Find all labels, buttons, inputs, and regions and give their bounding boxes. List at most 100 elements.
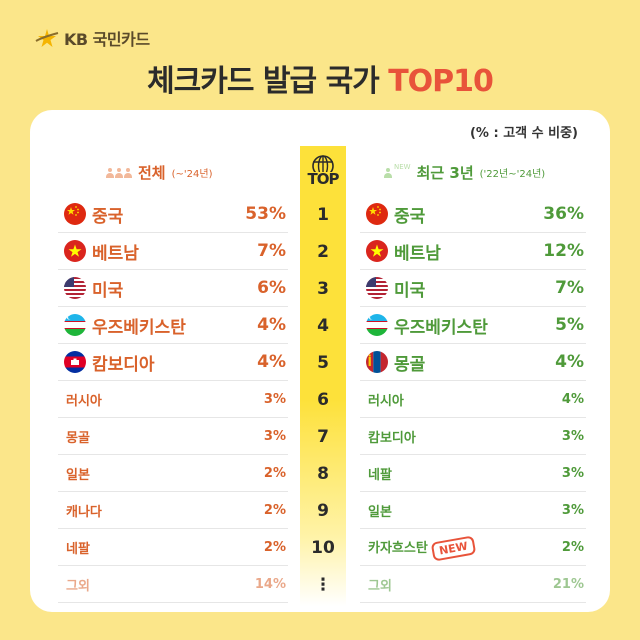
- left-list-item: 우즈베키스탄 4%: [58, 307, 288, 344]
- country-name-text: 네팔: [368, 467, 392, 483]
- country-name: 일본: [360, 501, 562, 520]
- table-row: 러시아 3% 6 러시아 4%: [30, 381, 610, 418]
- country-name: 몽골: [58, 427, 264, 446]
- country-name-text: 러시아: [66, 393, 102, 409]
- country-name: 그외: [360, 575, 553, 594]
- left-list-item: 베트남 7%: [58, 233, 288, 270]
- table-row: 그외 14% ⋮ 그외 21%: [30, 566, 610, 603]
- country-name: 카자흐스탄 NEW: [360, 534, 562, 562]
- right-list-item: 베트남 12%: [360, 233, 586, 270]
- top-label: TOP: [307, 170, 340, 188]
- right-list-item: 캄보디아 3%: [360, 418, 586, 455]
- kb-star-icon: [35, 29, 59, 47]
- people-icon: [106, 167, 132, 178]
- header-total-title: 전체: [138, 164, 166, 182]
- table-row: 네팔 2% 10 카자흐스탄 NEW 2%: [30, 529, 610, 566]
- new-superscript: NEW: [394, 162, 411, 171]
- table-row: 미국 6% 3 미국 7%: [30, 270, 610, 307]
- share-percent: 4%: [257, 315, 286, 335]
- share-percent: 5%: [555, 315, 584, 335]
- share-percent: 3%: [263, 428, 286, 444]
- header-recent-sub: ('22년~'24년): [479, 169, 546, 180]
- country-name: 베트남: [394, 239, 543, 264]
- usa-flag-icon: [366, 277, 388, 299]
- globe-icon: [312, 155, 334, 172]
- brand-name: KB 국민카드: [64, 30, 150, 49]
- country-name: 네팔: [58, 538, 264, 557]
- country-name-text: 우즈베키스탄: [92, 317, 186, 338]
- share-percent: 7%: [555, 278, 584, 298]
- country-name-text: 캄보디아: [368, 430, 416, 446]
- share-percent: 4%: [555, 352, 584, 372]
- table-row: 몽골 3% 7 캄보디아 3%: [30, 418, 610, 455]
- country-name-text: 카자흐스탄: [368, 540, 428, 556]
- unit-note: (% : 고객 수 비중): [469, 126, 578, 141]
- country-name-text: 몽골: [394, 354, 426, 375]
- country-name: 캄보디아: [360, 427, 562, 446]
- country-name: 중국: [394, 202, 543, 227]
- table-row: 베트남 7% 2 베트남 12%: [30, 233, 610, 270]
- country-name: 러시아: [360, 390, 562, 409]
- page-title: 체크카드 발급 국가 TOP10: [0, 56, 640, 100]
- share-percent: 3%: [561, 428, 584, 444]
- uzbekistan-flag-icon: [366, 314, 388, 336]
- left-list-item: 그외 14%: [58, 566, 288, 603]
- share-percent: 3%: [561, 502, 584, 518]
- header-total: 전체 (~'24년): [106, 162, 212, 183]
- country-name-text: 캐나다: [66, 504, 102, 520]
- share-percent: 2%: [263, 465, 286, 481]
- left-list-item: 캄보디아 4%: [58, 344, 288, 381]
- right-list-item: 미국 7%: [360, 270, 586, 307]
- share-percent: 4%: [257, 352, 286, 372]
- right-list-item: 러시아 4%: [360, 381, 586, 418]
- country-name: 우즈베키스탄: [92, 313, 257, 338]
- uzbekistan-flag-icon: [64, 314, 86, 336]
- table-row: 캐나다 2% 9 일본 3%: [30, 492, 610, 529]
- left-list-item: 중국 53%: [58, 196, 288, 233]
- country-name-text: 중국: [92, 206, 124, 227]
- country-name-text: 베트남: [394, 243, 441, 264]
- rank-number: 10: [311, 537, 335, 558]
- country-name-text: 몽골: [66, 430, 90, 446]
- left-list-item: 캐나다 2%: [58, 492, 288, 529]
- header-total-sub: (~'24년): [171, 169, 213, 180]
- share-percent: 14%: [254, 576, 286, 592]
- rank-number: 5: [317, 352, 329, 373]
- rank-number: 7: [317, 426, 329, 447]
- country-name: 미국: [394, 276, 555, 301]
- top-rank-column: [300, 146, 346, 606]
- country-name: 그외: [58, 575, 255, 594]
- share-percent: 4%: [561, 391, 584, 407]
- new-badge: NEW: [430, 534, 476, 562]
- country-name-text: 베트남: [92, 243, 139, 264]
- brand-logo: KB 국민카드: [34, 26, 150, 50]
- country-name-text: 러시아: [368, 393, 404, 409]
- share-percent: 3%: [561, 465, 584, 481]
- country-name-text: 우즈베키스탄: [394, 317, 488, 338]
- country-name-text: 미국: [394, 280, 426, 301]
- rank-number: 6: [317, 389, 329, 410]
- country-name-text: 그외: [368, 578, 392, 594]
- china-flag-icon: [366, 203, 388, 225]
- share-percent: 3%: [263, 391, 286, 407]
- share-percent: 2%: [263, 539, 286, 555]
- country-name: 캐나다: [58, 501, 264, 520]
- right-list-item: 몽골 4%: [360, 344, 586, 381]
- country-name: 캄보디아: [92, 350, 257, 375]
- country-name: 미국: [92, 276, 257, 301]
- right-list-item: 그외 21%: [360, 566, 586, 603]
- table-row: 우즈베키스탄 4% 4 우즈베키스탄 5%: [30, 307, 610, 344]
- country-name-text: 미국: [92, 280, 124, 301]
- share-percent: 36%: [543, 204, 584, 224]
- country-name: 일본: [58, 464, 264, 483]
- right-list-item: 일본 3%: [360, 492, 586, 529]
- rank-number: 4: [317, 315, 329, 336]
- table-row: 일본 2% 8 네팔 3%: [30, 455, 610, 492]
- country-name-text: 일본: [66, 467, 90, 483]
- vietnam-flag-icon: [366, 240, 388, 262]
- country-name: 몽골: [394, 350, 555, 375]
- left-list-item: 네팔 2%: [58, 529, 288, 566]
- cambodia-flag-icon: [64, 351, 86, 373]
- table-row: 중국 53% 1 중국 36%: [30, 196, 610, 233]
- header-recent: NEW 최근 3년 ('22년~'24년): [384, 162, 545, 183]
